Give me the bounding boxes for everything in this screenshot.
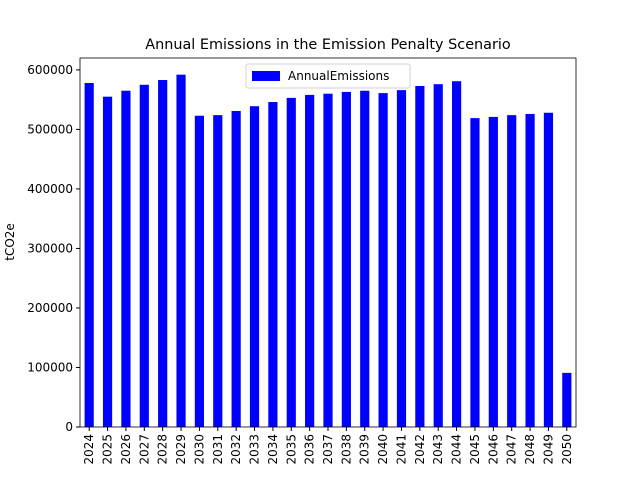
bar: [249, 106, 260, 427]
y-tick-label: 0: [65, 420, 73, 434]
bar: [507, 115, 517, 427]
x-tick-label: 2040: [376, 434, 390, 465]
bar: [360, 90, 370, 427]
legend-swatch: [252, 71, 280, 81]
y-tick-label: 600000: [27, 63, 73, 77]
bar: [433, 84, 443, 427]
x-tick-label: 2038: [339, 434, 353, 465]
bar: [341, 91, 351, 427]
x-tick-label: 2029: [174, 434, 188, 465]
bar: [231, 110, 241, 427]
bar: [121, 90, 131, 427]
bar: [543, 112, 554, 428]
x-tick-label: 2028: [156, 434, 170, 465]
x-tick-label: 2031: [211, 434, 225, 465]
y-tick-label: 200000: [27, 301, 73, 315]
bar: [176, 74, 186, 427]
x-tick-label: 2045: [468, 434, 482, 465]
y-tick-label: 100000: [27, 360, 73, 374]
bar: [378, 93, 388, 428]
bar: [194, 115, 204, 427]
x-tick-label: 2024: [82, 434, 96, 465]
y-tick-label: 400000: [27, 182, 73, 196]
y-axis-label: tCO2e: [3, 223, 17, 261]
x-tick-label: 2043: [431, 434, 445, 465]
bar: [415, 85, 425, 427]
bar: [323, 93, 333, 427]
x-tick-label: 2033: [248, 434, 262, 465]
y-tick-label: 500000: [27, 122, 73, 136]
bar: [286, 97, 296, 428]
x-tick-label: 2032: [229, 434, 243, 465]
y-tick-label: 300000: [27, 241, 73, 255]
x-tick-label: 2042: [413, 434, 427, 465]
bar: [139, 84, 149, 427]
bar: [84, 82, 94, 428]
plot-frame: [79, 57, 577, 428]
bar: [102, 96, 113, 427]
chart-title: Annual Emissions in the Emission Penalty…: [145, 37, 511, 53]
bar: [158, 80, 168, 427]
x-tick-label: 2030: [192, 434, 206, 465]
x-tick-label: 2041: [394, 434, 408, 465]
bar: [213, 115, 223, 427]
bar: [268, 102, 278, 428]
x-tick-label: 2037: [321, 434, 335, 465]
x-tick-label: 2035: [284, 434, 298, 465]
bar: [488, 116, 498, 428]
bar: [396, 90, 407, 428]
x-tick-label: 2034: [266, 434, 280, 465]
x-tick-label: 2026: [119, 434, 133, 465]
x-tick-label: 2039: [358, 434, 372, 465]
bar: [452, 81, 462, 427]
x-tick-label: 2049: [541, 434, 555, 465]
legend-box: [245, 63, 411, 89]
x-tick-label: 2025: [101, 434, 115, 465]
x-tick-label: 2036: [303, 434, 317, 465]
x-tick-label: 2047: [505, 434, 519, 465]
bar: [525, 113, 535, 427]
x-tick-label: 2027: [137, 434, 151, 465]
x-tick-label: 2048: [523, 434, 537, 465]
legend-label: AnnualEmissions: [288, 69, 389, 83]
bar: [305, 94, 315, 428]
x-tick-label: 2044: [450, 434, 464, 465]
bar: [562, 372, 572, 427]
bar: [470, 118, 480, 427]
x-tick-label: 2050: [560, 434, 574, 465]
x-tick-label: 2046: [486, 434, 500, 465]
